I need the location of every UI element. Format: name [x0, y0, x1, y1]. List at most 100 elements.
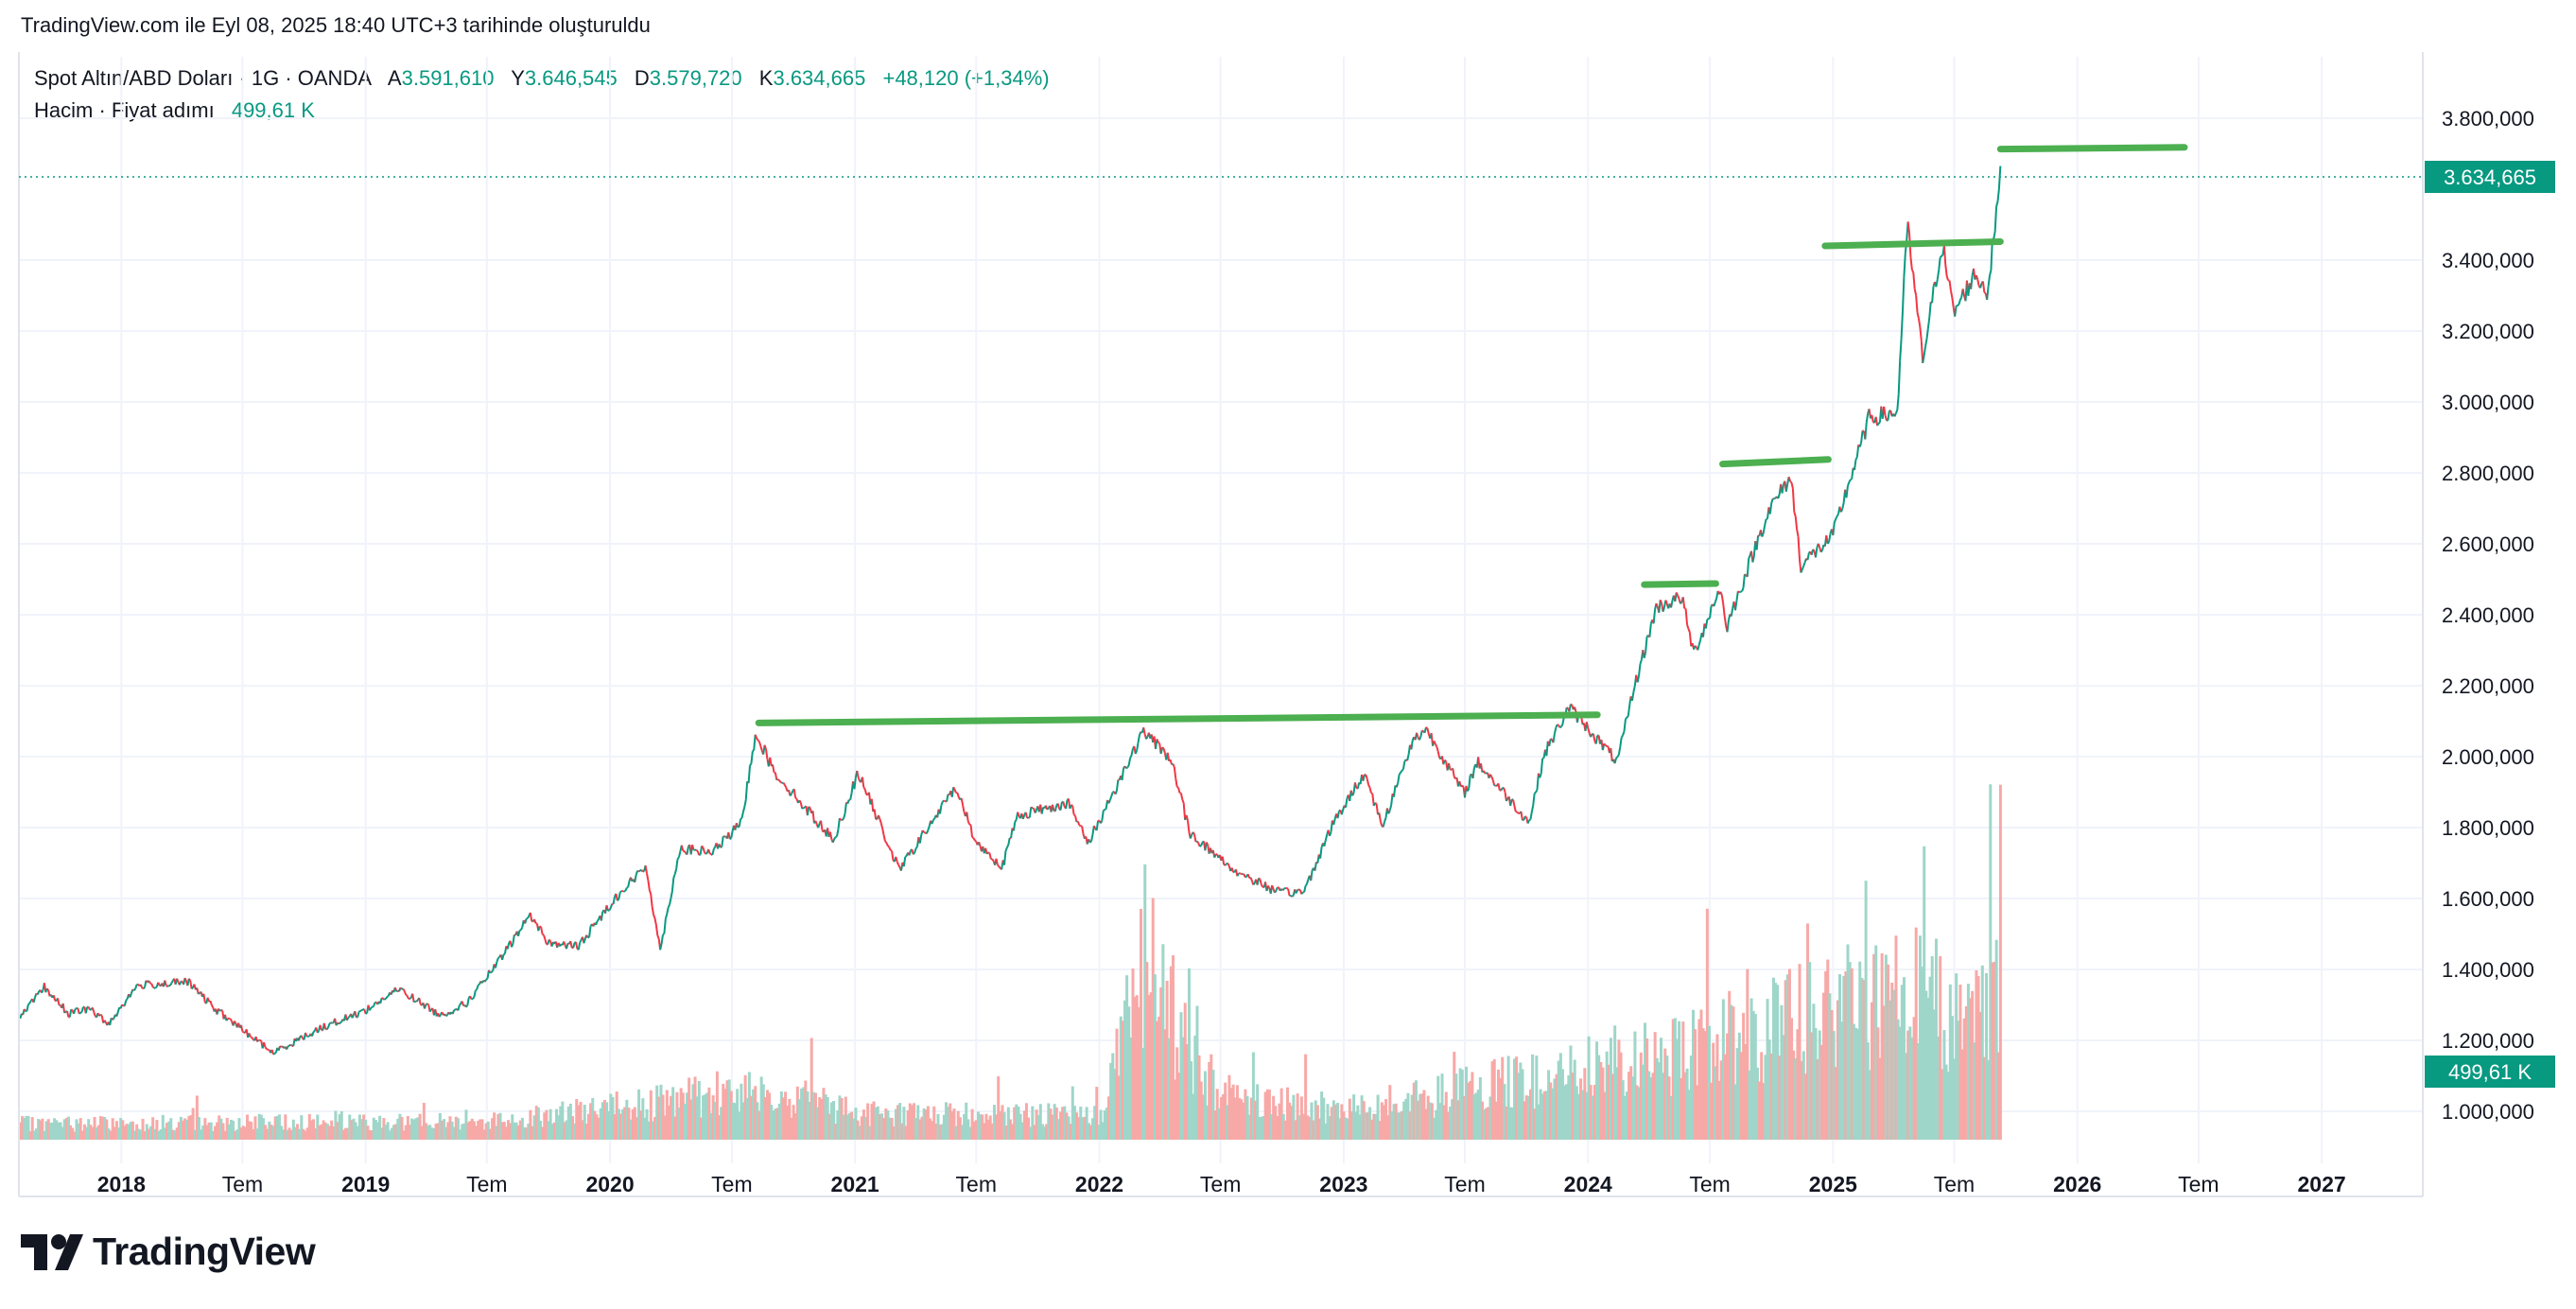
volume-bar [1699, 1009, 1703, 1140]
price-segment [1223, 864, 1227, 866]
price-segment [1986, 286, 1990, 301]
volume-bar [1113, 1069, 1117, 1140]
volume-bar [531, 1126, 534, 1140]
price-segment [1615, 756, 1619, 759]
volume-bar [1649, 1077, 1653, 1140]
price-segment [1090, 834, 1094, 842]
volume-bar [886, 1110, 890, 1140]
price-segment [1899, 339, 1903, 361]
price-segment [1938, 257, 1941, 271]
volume-bar [550, 1124, 554, 1140]
volume-bar [450, 1121, 454, 1140]
price-segment [1909, 257, 1913, 271]
volume-bar [852, 1118, 856, 1140]
price-segment [1913, 288, 1918, 296]
price-segment [1883, 406, 1887, 416]
price-segment [757, 739, 760, 742]
price-tick-label: 3.200,000 [2442, 320, 2534, 343]
price-segment [125, 998, 129, 1002]
volume-bar [661, 1094, 665, 1140]
price-segment [1395, 782, 1400, 788]
price-segment [862, 786, 866, 791]
volume-bar [296, 1124, 300, 1140]
close-value: 3.634,665 [773, 66, 866, 90]
price-segment [1003, 850, 1007, 865]
volume-bar [1029, 1126, 1033, 1140]
volume-bar [1766, 999, 1769, 1140]
volume-bar [545, 1109, 548, 1140]
volume-bar [1721, 999, 1725, 1140]
price-segment [1687, 628, 1691, 633]
volume-bar [740, 1083, 743, 1140]
price-segment [1227, 863, 1230, 867]
volume-bar [618, 1113, 622, 1140]
price-segment [969, 825, 974, 838]
volume-bar [1119, 1016, 1123, 1140]
volume-bar [316, 1114, 320, 1140]
volume-bar [119, 1118, 123, 1140]
volume-bar [438, 1112, 442, 1140]
volume-bar [428, 1125, 432, 1140]
volume-bar [1985, 972, 1989, 1140]
volume-bar [93, 1116, 96, 1140]
price-segment [1983, 291, 1987, 294]
price-segment [803, 806, 806, 810]
volume-bar [125, 1124, 129, 1140]
volume-bar [1143, 864, 1147, 1140]
price-segment [1529, 812, 1533, 820]
volume-bar [1707, 1025, 1711, 1140]
trendline [1719, 456, 1832, 468]
volume-bar [1338, 1118, 1342, 1140]
price-segment [1275, 886, 1279, 892]
price-segment [1509, 799, 1513, 807]
price-segment [1884, 415, 1888, 421]
tradingview-logo[interactable]: TradingView [21, 1230, 316, 1274]
volume-bar [1433, 1117, 1436, 1140]
volume-bar [1769, 1053, 1773, 1140]
volume-bar [1388, 1085, 1392, 1140]
volume-bar [239, 1127, 243, 1140]
volume-bar [763, 1096, 767, 1140]
volume-bar [1751, 1010, 1755, 1140]
volume-bar [1641, 1064, 1645, 1140]
volume-bar [613, 1114, 617, 1140]
price-segment [792, 789, 797, 798]
price-segment [1291, 894, 1295, 898]
volume-bar [1838, 974, 1842, 1140]
volume-bar [1615, 1067, 1619, 1140]
volume-bar [1406, 1092, 1410, 1140]
price-segment [727, 831, 731, 840]
volume-bar [390, 1127, 393, 1140]
volume-bar [931, 1121, 934, 1140]
price-segment [1995, 201, 1999, 207]
price-segment [148, 980, 151, 984]
symbol-name[interactable]: Spot Altın/ABD Doları · 1G · OANDA [34, 66, 373, 90]
price-segment [1172, 763, 1175, 768]
price-segment [1351, 793, 1355, 796]
price-segment [1925, 328, 1929, 340]
volume-bar [1753, 1013, 1757, 1140]
volume-bar [1408, 1111, 1412, 1140]
tradingview-logo-text: TradingView [93, 1230, 316, 1273]
volume-bar [1939, 956, 1942, 1140]
price-segment [1560, 724, 1564, 727]
price-tick-label: 1.800,000 [2442, 816, 2534, 840]
volume-bar [629, 1119, 633, 1140]
volume-bar [87, 1119, 91, 1140]
price-segment [1500, 787, 1504, 792]
volume-bar [1681, 1021, 1685, 1140]
volume-bar [715, 1071, 719, 1140]
volume-bar [64, 1118, 68, 1140]
price-segment [1129, 755, 1133, 759]
volume-bar [1245, 1095, 1249, 1140]
volume-bar [1258, 1116, 1262, 1140]
volume-bar [539, 1120, 543, 1140]
price-segment [666, 907, 670, 915]
volume-bar [1941, 1069, 1944, 1140]
price-segment [1645, 636, 1648, 653]
volume-bar [1660, 1038, 1663, 1140]
volume-bar [942, 1114, 946, 1140]
price-segment [778, 779, 782, 783]
price-segment [406, 995, 409, 1000]
